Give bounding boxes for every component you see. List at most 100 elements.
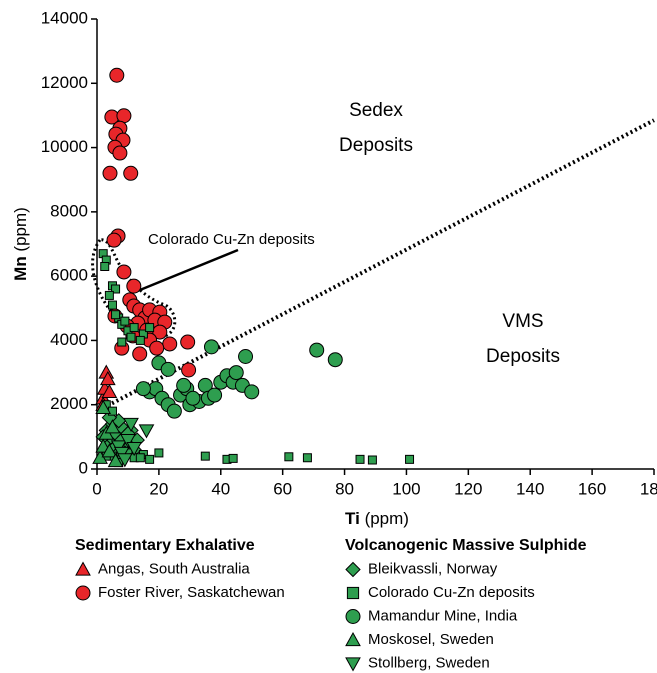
marker	[228, 365, 244, 381]
marker	[327, 352, 343, 368]
marker	[244, 384, 260, 400]
marker	[132, 346, 148, 362]
marker	[135, 381, 151, 397]
marker	[176, 377, 192, 393]
y-tick-label: 2000	[50, 394, 88, 413]
marker	[107, 452, 124, 468]
marker	[111, 310, 121, 320]
marker	[284, 452, 294, 462]
legend-label: Stollberg, Sweden	[368, 654, 490, 671]
y-tick-label: 14000	[41, 8, 88, 27]
legend-label: Mamandur Mine, India	[368, 607, 518, 624]
y-tick-label: 12000	[41, 73, 88, 92]
annotation: Deposits	[339, 135, 413, 156]
marker	[109, 67, 125, 83]
marker	[200, 451, 210, 461]
legend-marker	[346, 586, 360, 600]
legend-label: Colorado Cu-Zn deposits	[368, 584, 535, 601]
legend-label: Angas, South Australia	[98, 560, 250, 577]
y-tick-label: 4000	[50, 330, 88, 349]
marker	[126, 442, 142, 457]
x-tick-label: 0	[92, 479, 101, 498]
x-tick-label: 140	[516, 479, 544, 498]
colorado-outline	[91, 238, 177, 338]
y-axis-label: Mn (ppm)	[11, 207, 30, 281]
marker	[123, 417, 139, 433]
legend-marker	[345, 609, 361, 624]
legend-label: Moskosel, Sweden	[368, 631, 494, 648]
annotation: VMS	[502, 311, 543, 332]
marker	[117, 337, 127, 347]
x-axis-label: Ti (ppm)	[345, 509, 409, 528]
marker	[228, 453, 238, 463]
y-tick-label: 8000	[50, 201, 88, 220]
marker	[102, 165, 118, 181]
marker	[309, 342, 325, 358]
marker	[181, 362, 197, 378]
marker	[123, 165, 139, 181]
marker	[104, 419, 121, 434]
marker	[106, 232, 122, 248]
y-tick-label: 10000	[41, 137, 88, 156]
marker	[111, 284, 121, 294]
marker	[185, 390, 201, 406]
marker	[126, 332, 136, 342]
marker	[104, 290, 114, 300]
y-tick-label: 0	[79, 458, 88, 477]
annotation: Sedex	[349, 100, 403, 121]
x-tick-label: 60	[273, 479, 292, 498]
marker	[238, 349, 254, 364]
marker	[112, 145, 128, 161]
legend-label: Foster River, Saskatchewan	[98, 584, 285, 601]
x-tick-label: 100	[392, 479, 420, 498]
marker	[138, 424, 155, 439]
annotation: Colorado Cu-Zn deposits	[148, 231, 315, 248]
legend-title: Sedimentary Exhalative	[75, 537, 255, 554]
marker	[154, 448, 164, 458]
x-tick-label: 120	[454, 479, 482, 498]
marker	[149, 340, 165, 356]
marker	[101, 443, 118, 458]
x-axis-label-symbol: Ti	[345, 509, 360, 528]
boundary-line	[102, 118, 655, 410]
y-axis-label-symbol: Mn	[11, 256, 30, 281]
annotation: Deposits	[486, 346, 560, 367]
x-tick-label: 80	[335, 479, 354, 498]
x-axis-label-unit: (ppm)	[365, 509, 409, 528]
legend-marker	[345, 657, 361, 672]
legend-marker	[345, 631, 361, 647]
marker	[145, 454, 155, 464]
marker	[160, 361, 176, 377]
legend-title: Volcanogenic Massive Sulphide	[345, 537, 587, 554]
marker	[355, 454, 365, 464]
marker	[203, 339, 219, 355]
marker	[95, 399, 112, 415]
marker	[100, 262, 110, 271]
marker	[99, 370, 116, 386]
annotation-arrow	[134, 248, 239, 294]
legend-label: Bleikvassli, Norway	[368, 560, 498, 577]
x-tick-label: 160	[578, 479, 606, 498]
x-tick-label: 40	[211, 479, 230, 498]
marker	[117, 453, 133, 468]
marker	[101, 383, 118, 398]
x-tick-label: 180	[640, 479, 657, 498]
marker	[126, 278, 142, 294]
marker	[207, 387, 223, 403]
marker	[302, 453, 312, 463]
marker	[135, 335, 145, 345]
marker	[120, 316, 130, 326]
marker	[116, 108, 132, 124]
marker	[145, 323, 155, 333]
marker	[135, 453, 145, 463]
legend-marker	[75, 561, 91, 576]
marker	[367, 455, 377, 465]
marker	[107, 300, 117, 310]
legend-marker	[75, 585, 91, 601]
legend-marker	[345, 561, 361, 578]
marker	[120, 433, 136, 449]
x-tick-label: 20	[149, 479, 168, 498]
marker	[162, 336, 178, 352]
y-axis-label-unit: (ppm)	[11, 207, 30, 251]
